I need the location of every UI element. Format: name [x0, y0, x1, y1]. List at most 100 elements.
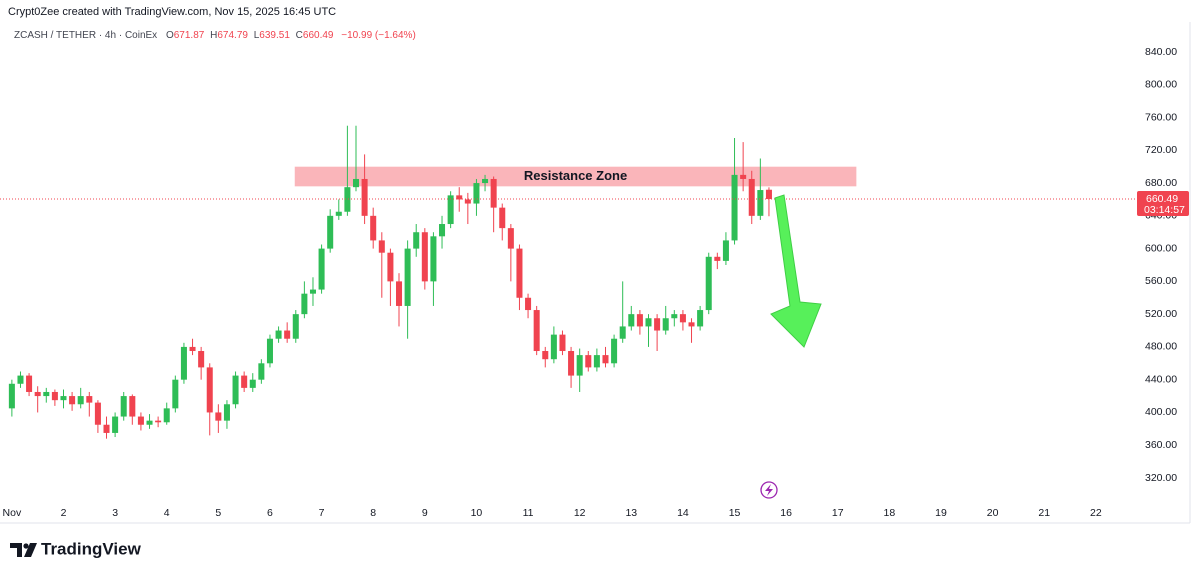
y-tick-label: 680.00 — [1145, 177, 1177, 189]
x-tick-label: 22 — [1090, 507, 1102, 519]
candle-body — [533, 310, 540, 352]
y-tick-label: 480.00 — [1145, 341, 1177, 353]
candle-body — [86, 396, 93, 403]
candle-body — [456, 195, 463, 200]
logo-shape — [24, 543, 37, 557]
candle-body — [679, 314, 686, 323]
attribution: Crypt0Zee created with TradingView.com, … — [8, 6, 336, 18]
down-arrow — [770, 194, 822, 348]
candle-body — [43, 391, 50, 397]
candle-body — [137, 416, 144, 425]
candle-body — [568, 351, 575, 376]
candle-body — [8, 383, 15, 409]
price-label-box — [1137, 191, 1189, 217]
candle-body — [129, 396, 136, 417]
x-tick-label: 12 — [574, 507, 586, 519]
candle-body — [413, 232, 420, 249]
ohlc-value: 660.49 — [303, 30, 334, 41]
candle-body — [662, 318, 669, 331]
candle-body — [636, 314, 643, 327]
x-tick-label: 19 — [935, 507, 947, 519]
candle-body — [525, 297, 532, 311]
candle-body — [34, 391, 41, 397]
ohlc-label: C — [296, 30, 303, 41]
candle-body — [490, 178, 497, 208]
candle-body — [482, 178, 489, 184]
countdown: 03:14:57 — [1144, 204, 1185, 216]
y-tick-label: 840.00 — [1145, 46, 1177, 58]
candle-body — [740, 174, 747, 179]
candle-body — [473, 183, 480, 204]
candle-body — [378, 240, 385, 253]
candle-body — [748, 178, 755, 216]
candle-body — [180, 346, 187, 380]
candle-body — [722, 240, 729, 261]
candle-body — [352, 178, 360, 188]
y-tick-label: 760.00 — [1145, 111, 1177, 123]
candle-body — [94, 402, 101, 425]
plot-area: 320.00 360.00 400.00 440.00 480.00 520.00 560.… — [0, 46, 1189, 519]
candle-body — [507, 228, 514, 249]
logo-shape — [10, 543, 22, 557]
ohlc-label: H — [210, 30, 217, 41]
candle-body — [731, 174, 738, 241]
candle-body — [266, 338, 273, 364]
logo-shape — [23, 543, 29, 549]
candle-body — [576, 355, 583, 376]
resistance-zone — [294, 166, 857, 187]
x-tick-label: 7 — [319, 507, 325, 519]
event-icon[interactable] — [760, 481, 778, 499]
candle-body — [69, 396, 76, 405]
x-tick-label: 8 — [370, 507, 376, 519]
candle-body — [284, 330, 291, 339]
x-tick-label: 17 — [832, 507, 844, 519]
candle-body — [697, 310, 704, 327]
candle-body — [602, 355, 609, 364]
candle-body — [60, 396, 67, 401]
candle-body — [714, 256, 721, 261]
candle-body — [163, 408, 170, 423]
price-label: 660.49 — [1146, 193, 1178, 205]
candle-body — [335, 211, 342, 216]
candle-body — [172, 379, 179, 409]
candle-body — [464, 199, 471, 204]
x-tick-label: 14 — [677, 507, 689, 519]
candle-body — [344, 187, 351, 212]
candle-body — [387, 252, 394, 282]
candle-body — [542, 351, 549, 360]
candle-body — [292, 314, 299, 339]
candle-body — [155, 420, 162, 423]
candle-body — [77, 396, 84, 405]
candle-body — [258, 363, 265, 380]
x-tick-label: 18 — [884, 507, 896, 519]
y-tick-label: 800.00 — [1145, 79, 1177, 91]
candle-body — [26, 375, 33, 392]
candle-body — [17, 375, 24, 384]
candle-body — [499, 207, 506, 229]
candle-body — [232, 375, 239, 405]
x-tick-label: 5 — [215, 507, 221, 519]
change: −10.99 (−1.64%) — [341, 30, 416, 41]
x-tick-label: 4 — [164, 507, 170, 519]
y-tick-label: 400.00 — [1145, 406, 1177, 418]
symbol: ZCASH / TETHER · 4h · CoinEx — [14, 30, 157, 41]
candle-body — [688, 322, 695, 327]
candle-body — [585, 355, 592, 368]
candle-body — [550, 334, 557, 360]
x-tick-label: 10 — [471, 507, 483, 519]
brand-logo: TradingView — [10, 539, 142, 558]
y-tick-label: 320.00 — [1145, 472, 1177, 484]
candle-body — [189, 346, 196, 352]
legend: ZCASH / TETHER · 4h · CoinEx O671.87 H67… — [14, 30, 416, 41]
y-tick-label: 600.00 — [1145, 242, 1177, 254]
candle-body — [309, 289, 316, 294]
x-tick-label: 21 — [1038, 507, 1050, 519]
candle-body — [327, 215, 334, 249]
candle-body — [318, 248, 325, 290]
x-tick-label: 13 — [625, 507, 637, 519]
x-tick-label: 20 — [987, 507, 999, 519]
x-tick-label: Nov — [3, 507, 22, 519]
candle-body — [361, 178, 368, 216]
